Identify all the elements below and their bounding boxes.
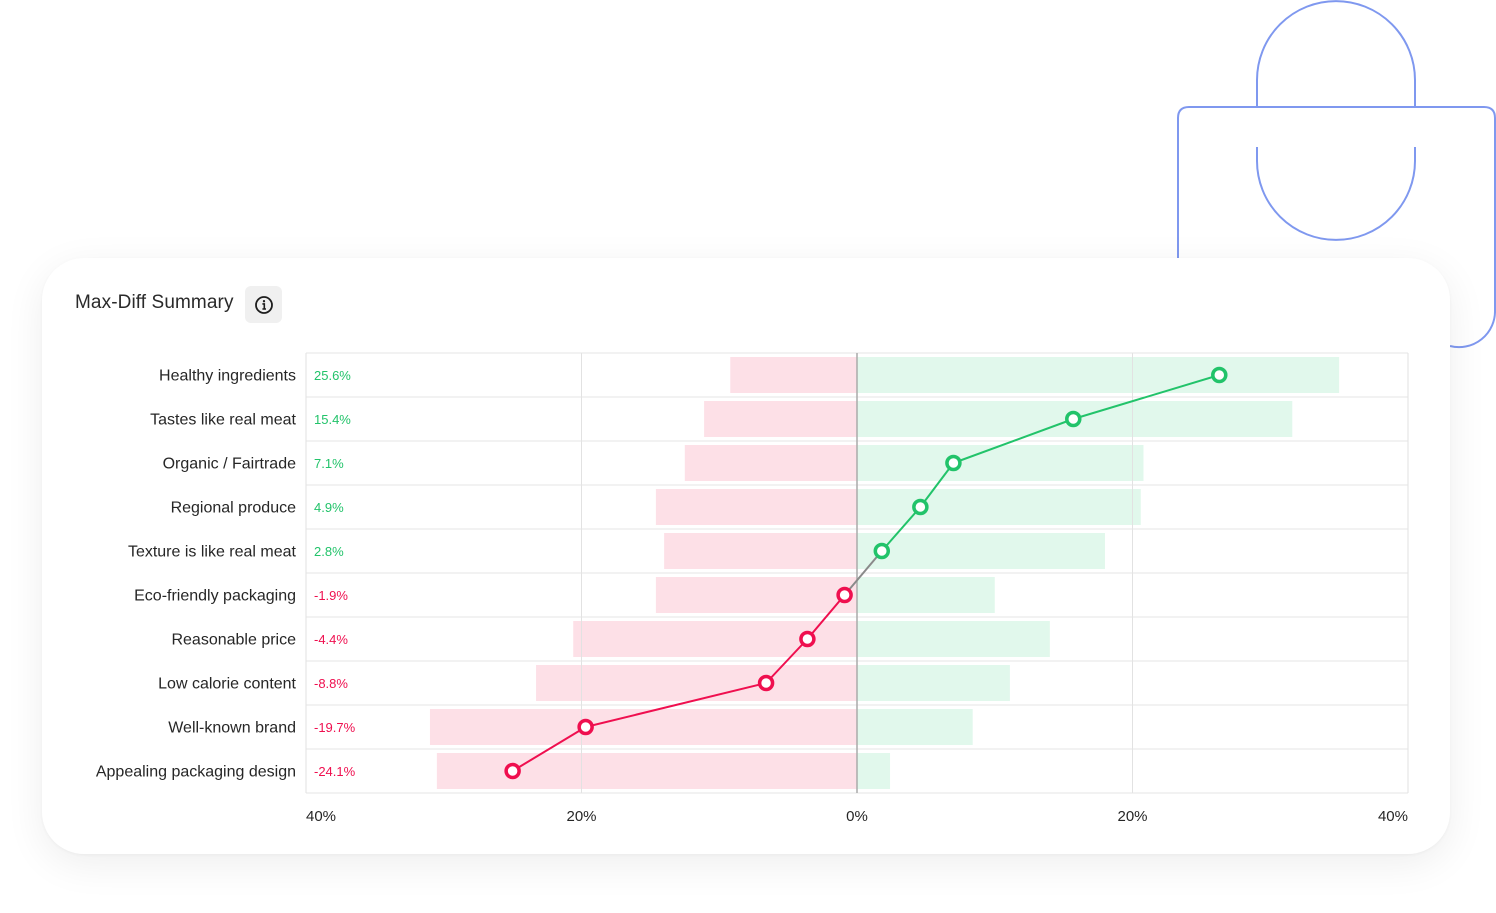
- positive-bar: [857, 577, 995, 613]
- positive-bar: [857, 753, 891, 789]
- category-label: Eco-friendly packaging: [134, 588, 296, 605]
- value-label: -4.4%: [314, 632, 348, 647]
- x-tick-label: 20%: [1117, 808, 1147, 825]
- positive-bar: [857, 533, 1105, 569]
- series-line-segment: [843, 550, 883, 596]
- series-point: [1211, 366, 1228, 384]
- series-line-segment: [765, 638, 809, 684]
- series-point: [1065, 410, 1082, 428]
- value-label: -19.7%: [314, 720, 356, 735]
- positive-bar: [857, 621, 1050, 657]
- value-label: -8.8%: [314, 676, 348, 691]
- series-point: [836, 586, 853, 604]
- value-label: 15.4%: [314, 412, 351, 427]
- category-label: Healthy ingredients: [159, 368, 296, 385]
- positive-bar: [857, 489, 1141, 525]
- series-line-segment: [1072, 374, 1220, 420]
- series-line-segment: [512, 726, 587, 772]
- negative-bar: [655, 577, 857, 613]
- series-point: [504, 762, 521, 780]
- value-label: 7.1%: [314, 456, 344, 471]
- info-button[interactable]: [245, 286, 282, 323]
- value-label: -24.1%: [314, 764, 356, 779]
- x-tick-label: 40%: [306, 808, 336, 825]
- category-label: Texture is like real meat: [128, 544, 297, 561]
- category-label: Tastes like real meat: [150, 412, 296, 429]
- category-label: Appealing packaging design: [96, 764, 296, 781]
- category-label: Organic / Fairtrade: [163, 456, 296, 473]
- series-point: [577, 718, 594, 736]
- positive-bar: [857, 665, 1010, 701]
- info-circle-icon: [254, 295, 273, 314]
- value-label: 25.6%: [314, 368, 351, 383]
- x-tick-label: 0%: [846, 808, 868, 825]
- positive-bar: [857, 445, 1144, 481]
- category-label: Well-known brand: [168, 720, 296, 737]
- x-tick-label: 40%: [1378, 808, 1408, 825]
- x-tick-label: 20%: [566, 808, 596, 825]
- positive-bar: [857, 357, 1340, 393]
- series-line-segment: [585, 682, 767, 728]
- series-line-segment: [953, 418, 1074, 464]
- maxdiff-summary-card: Max-Diff Summary Healthy ingredients 25.6…: [42, 258, 1450, 854]
- value-label: -1.9%: [314, 588, 348, 603]
- positive-bar: [857, 709, 973, 745]
- category-label: Reasonable price: [171, 632, 296, 649]
- negative-bar: [664, 533, 857, 569]
- series-point: [912, 498, 929, 516]
- value-label: 4.9%: [314, 500, 344, 515]
- maxdiff-chart: Healthy ingredients 25.6% Tastes like real…: [96, 352, 1409, 825]
- negative-bar: [436, 753, 857, 789]
- series-point: [945, 454, 962, 472]
- negative-bar: [730, 357, 857, 393]
- card-title: Max-Diff Summary: [75, 292, 234, 313]
- decorative-bowl-shape: [1256, 147, 1416, 241]
- category-label: Regional produce: [171, 500, 297, 517]
- series-point: [757, 674, 775, 692]
- negative-bar: [684, 445, 857, 481]
- negative-bar: [429, 709, 857, 745]
- series-line-segment: [806, 594, 846, 640]
- negative-bar: [536, 665, 857, 701]
- series-line-segment: [881, 506, 922, 552]
- category-label: Low calorie content: [158, 676, 296, 693]
- decorative-arch-shape: [1256, 0, 1416, 106]
- series-line-segment: [919, 462, 955, 508]
- series-point: [873, 542, 891, 560]
- series-point: [799, 630, 816, 648]
- negative-bar: [704, 401, 857, 437]
- decorative-frame-shape: [1177, 106, 1496, 349]
- negative-bar: [655, 489, 857, 525]
- value-label: 2.8%: [314, 544, 344, 559]
